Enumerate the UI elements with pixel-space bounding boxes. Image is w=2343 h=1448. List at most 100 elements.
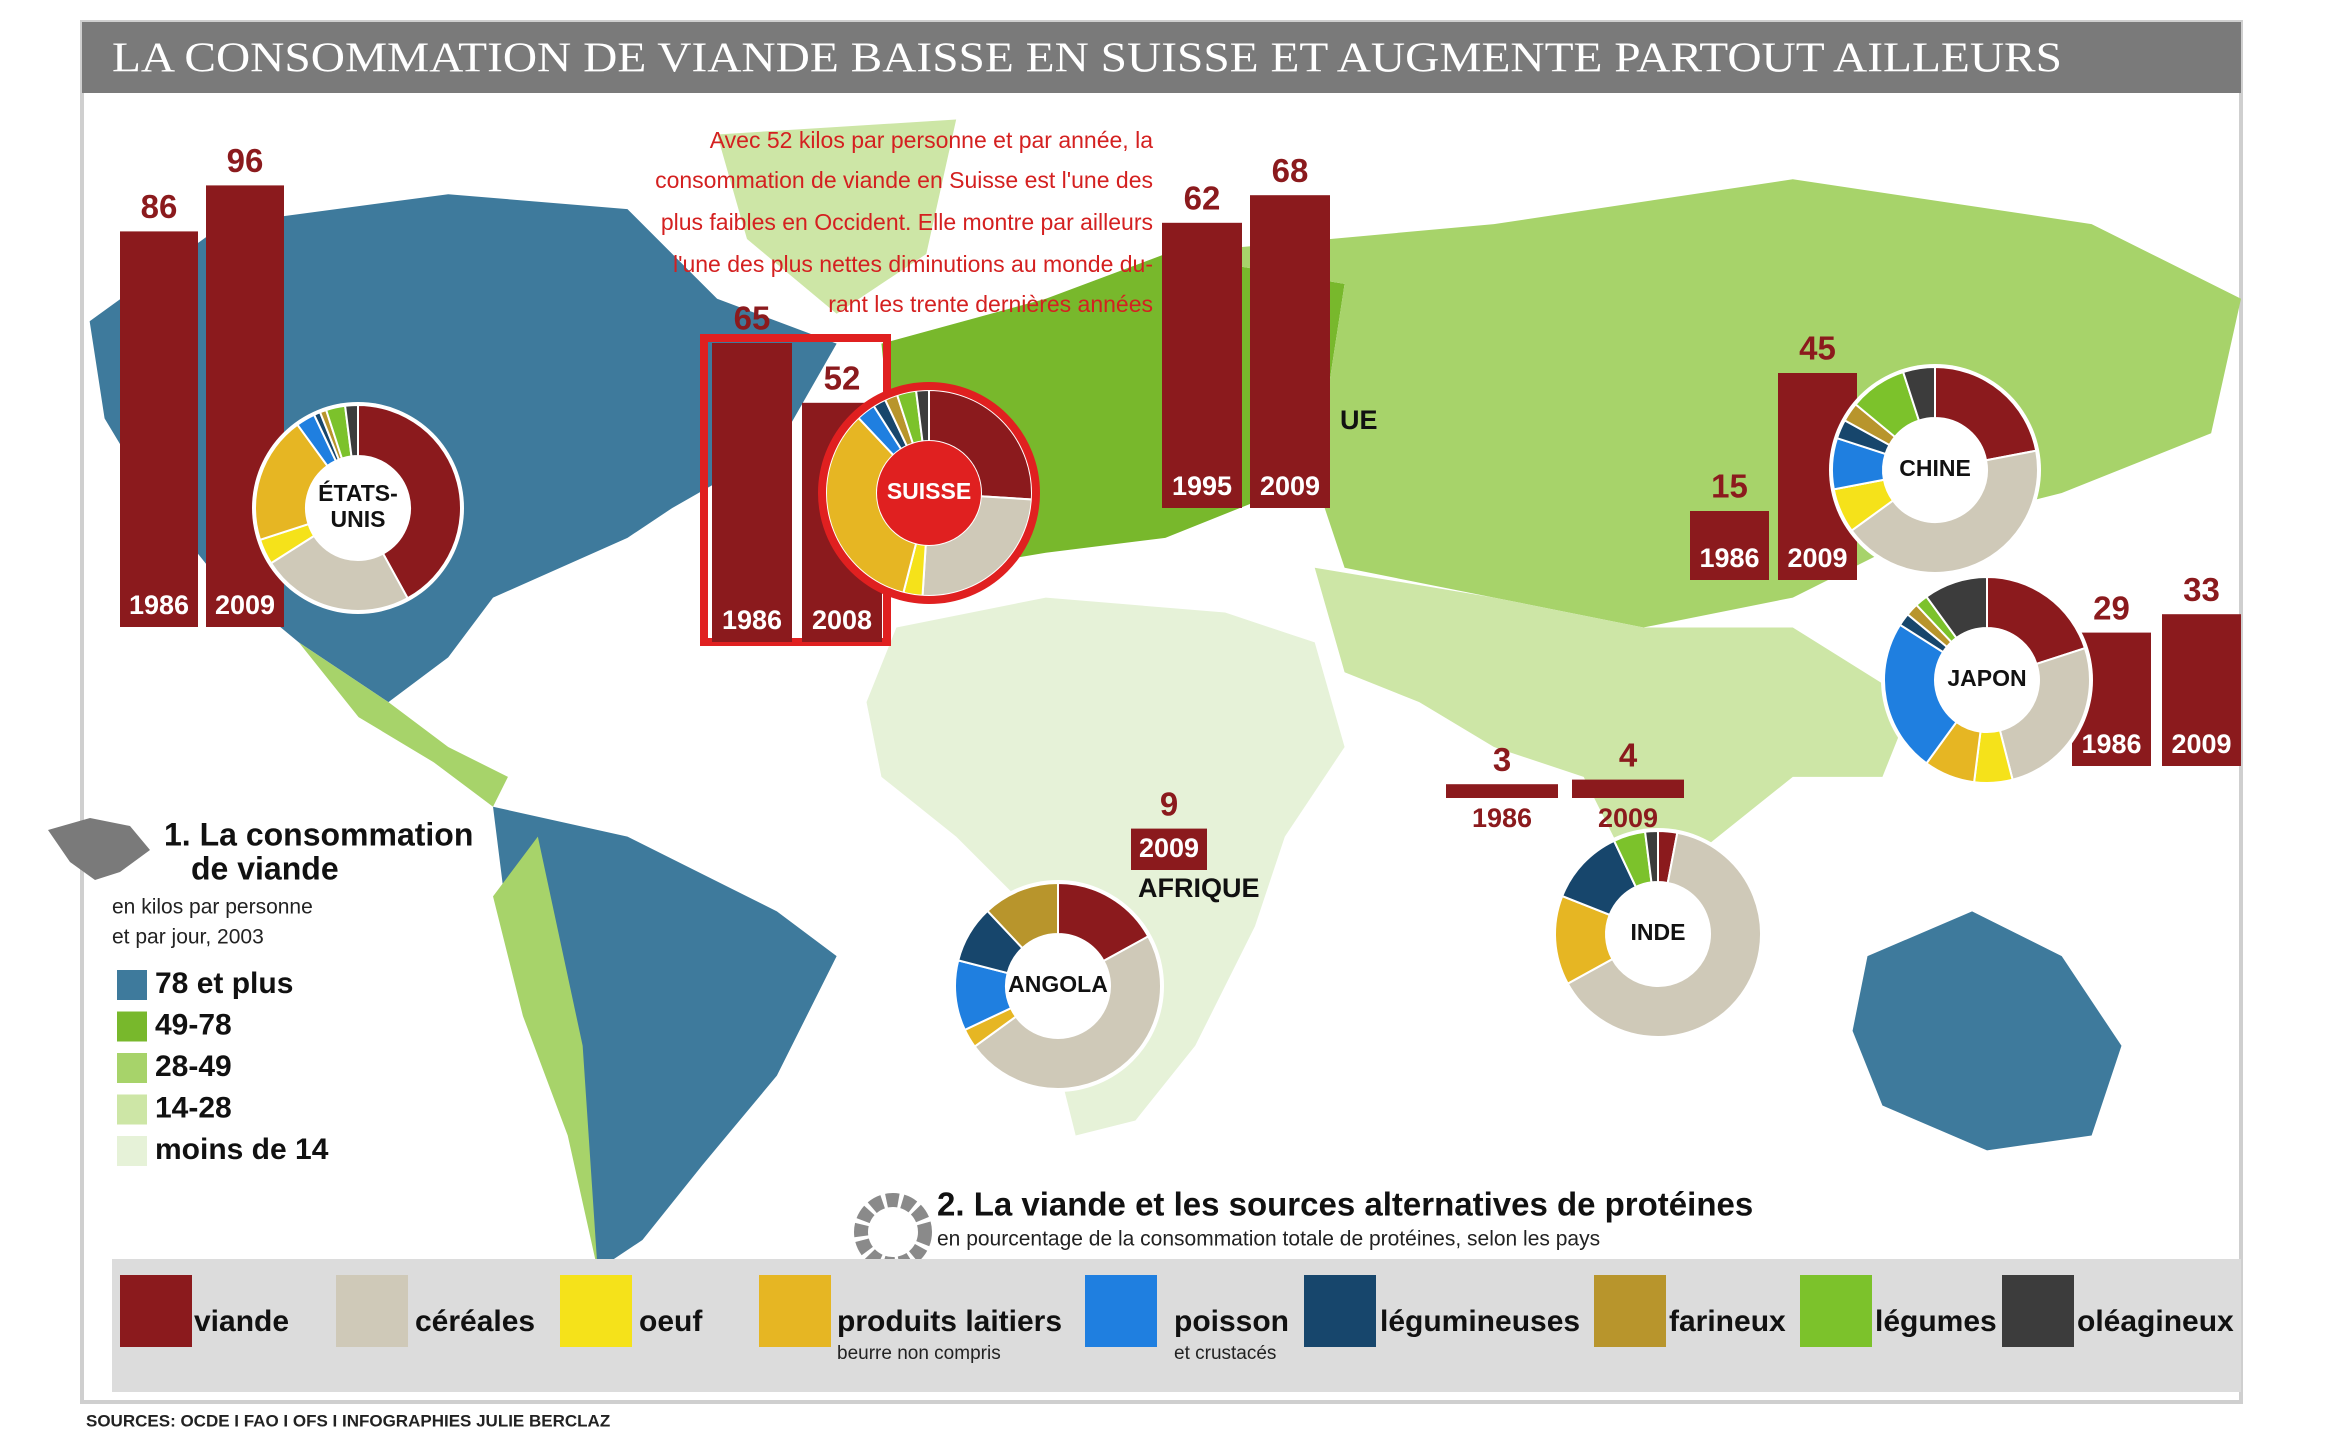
bar-value-label: 3	[1493, 741, 1511, 778]
donut-label: ÉTATS-	[318, 479, 398, 506]
donut: JAPON	[1881, 574, 2093, 786]
donut-hole	[877, 441, 981, 545]
bar	[1690, 511, 1769, 580]
bar-value-label: 52	[824, 360, 861, 397]
bar-year-label: 1986	[1472, 803, 1532, 833]
legend-label: produits laitiers	[837, 1305, 1062, 1338]
note-line: Avec 52 kilos par personne et par année,…	[710, 127, 1153, 153]
donut-hole	[1006, 934, 1110, 1038]
title: LA CONSOMMATION DE VIANDE BAISSE EN SUIS…	[112, 36, 2062, 82]
legend-label: 78 et plus	[155, 967, 293, 1000]
map-legend-title: 1. La consommation	[164, 816, 473, 852]
donut: INDE	[1552, 828, 1764, 1040]
bar-year-label: 2009	[1139, 833, 1199, 863]
legend-note: et crustacés	[1174, 1343, 1276, 1364]
andes	[493, 836, 598, 1270]
bar-group: 62 1995 68 2009 UE	[1162, 152, 1378, 509]
bar-value-label: 45	[1799, 330, 1836, 367]
legend-swatch	[759, 1275, 831, 1347]
bar-value-label: 33	[2183, 571, 2220, 608]
bar	[120, 231, 198, 627]
group-name: AFRIQUE	[1138, 873, 1260, 903]
bar-value-label: 86	[141, 188, 178, 225]
legend-label: 49-78	[155, 1008, 232, 1041]
note: Avec 52 kilos par personne et par année,…	[655, 127, 1153, 317]
legend-label: farineux	[1669, 1305, 1786, 1338]
bar-year-label: 2008	[812, 605, 872, 635]
bar-value-label: 62	[1184, 180, 1221, 217]
group-name: UE	[1340, 405, 1378, 435]
legend-swatch	[117, 1136, 147, 1166]
legend-swatch	[1085, 1275, 1157, 1347]
donut-label: ANGOLA	[1008, 971, 1108, 997]
south-asia	[1314, 567, 1913, 897]
legend-label: poisson	[1174, 1305, 1289, 1338]
bar-value-label: 9	[1160, 785, 1178, 822]
legend-label: légumineuses	[1380, 1305, 1580, 1338]
donut-hole	[1606, 882, 1710, 986]
note-line: rant les trente dernières années	[828, 291, 1153, 317]
legend-swatch	[1304, 1275, 1376, 1347]
note-line: l'une des plus nettes diminutions au mon…	[673, 251, 1153, 277]
donut-hole	[306, 456, 410, 560]
bar-year-label: 1986	[1699, 543, 1759, 573]
legend-swatch	[560, 1275, 632, 1347]
bar-year-label: 1986	[129, 590, 189, 620]
map-legend-subtitle: en kilos par personne	[112, 896, 313, 919]
map-legend-subtitle: et par jour, 2003	[112, 926, 264, 949]
bar-group: 29 1986 33 2009	[2072, 571, 2241, 766]
bar-year-label: 2009	[1598, 803, 1658, 833]
south-america	[493, 806, 837, 1270]
bar	[1250, 195, 1330, 508]
donut: ANGOLA	[952, 880, 1164, 1092]
bar-value-label: 96	[227, 142, 264, 179]
bar-year-label: 2009	[1787, 543, 1847, 573]
legend-swatch	[117, 1053, 147, 1083]
note-line: plus faibles en Occident. Elle montre pa…	[661, 209, 1153, 235]
bar-year-label: 2009	[2171, 729, 2231, 759]
legend-label: céréales	[415, 1305, 535, 1338]
bar-value-label: 4	[1619, 736, 1638, 773]
donut-label: CHINE	[1899, 455, 1971, 481]
legend-swatch	[2002, 1275, 2074, 1347]
legend-label: oeuf	[639, 1305, 703, 1338]
legend-note: beurre non compris	[837, 1343, 1001, 1364]
legend-label: 28-49	[155, 1050, 232, 1083]
bar-year-label: 1986	[722, 605, 782, 635]
legend-label: oléagineux	[2077, 1305, 2234, 1338]
bar-year-label: 2009	[215, 590, 275, 620]
bar-groups: 86 1986 96 2009 65 1986 52 2008 62 1995 68 2009 UE 15…	[120, 142, 2241, 903]
note-line: consommation de viande en Suisse est l'u…	[655, 167, 1153, 193]
map-legend-title: de viande	[191, 850, 339, 886]
bar-value-label: 68	[1272, 152, 1309, 189]
bar-year-label: 1995	[1172, 471, 1232, 501]
protein-legend: 2. La viande et les sources alternatives…	[112, 1186, 2241, 1392]
donut-label: JAPON	[1947, 665, 2026, 691]
donut-label: UNIS	[331, 506, 386, 532]
bar	[2162, 614, 2241, 766]
bar-year-label: 2009	[1260, 471, 1320, 501]
legend-label: viande	[194, 1305, 289, 1338]
legend-swatch	[120, 1275, 192, 1347]
donuts: ÉTATS-UNIS SUISSE CHINE JAPON ANGOLA INDE	[252, 364, 2093, 1092]
legend-swatch	[1594, 1275, 1666, 1347]
donut-hole	[1883, 418, 1987, 522]
bar	[1572, 779, 1684, 798]
donut-highlight	[818, 382, 1040, 604]
australia	[1852, 911, 2122, 1151]
africa	[866, 597, 1345, 1136]
legend-label: légumes	[1875, 1305, 1997, 1338]
protein-legend-subtitle: en pourcentage de la consommation totale…	[937, 1228, 1600, 1251]
donut: CHINE	[1829, 364, 2041, 576]
legend-band	[112, 1259, 2241, 1392]
legend-swatch	[336, 1275, 408, 1347]
legend-label: moins de 14	[155, 1133, 329, 1166]
protein-legend-title: 2. La viande et les sources alternatives…	[937, 1186, 1753, 1223]
bar	[1446, 784, 1558, 798]
sources: SOURCES: OCDE I FAO I OFS I INFOGRAPHIES…	[86, 1411, 610, 1430]
bar-year-label: 1986	[2081, 729, 2141, 759]
bar-group: 3 1986 4 2009	[1446, 736, 1684, 833]
